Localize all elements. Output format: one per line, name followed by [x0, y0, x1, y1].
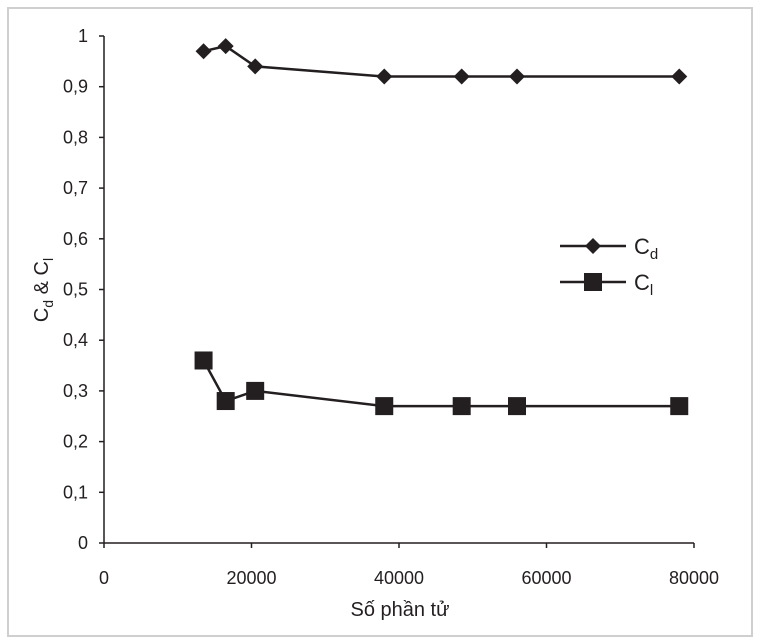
series-cd-line	[203, 44, 680, 78]
x-tick-label: 80000	[669, 568, 719, 588]
series-layer	[194, 38, 689, 416]
data-point-cl	[452, 397, 471, 416]
y-axis-title-amp-c: & C	[31, 261, 53, 300]
legend-label-cd: Cd	[634, 234, 658, 263]
x-tick-label: 0	[99, 568, 109, 588]
y-tick-label: 0	[78, 533, 88, 553]
series-cl-line	[202, 359, 680, 408]
x-tick-label: 20000	[226, 568, 276, 588]
axes: 0 0,1 0,2 0,3 0,4 0,5 0,6 0,7 0,8 0,9 1 0 20000 40000…	[63, 26, 719, 588]
y-axis-title-sub-l: l	[40, 258, 56, 261]
data-point-cl	[670, 397, 689, 416]
data-point-cl	[216, 392, 235, 411]
data-point-cl	[246, 381, 265, 400]
y-tick-label: 1	[78, 26, 88, 46]
data-point-cd	[509, 68, 525, 85]
legend-marker-cl	[584, 273, 602, 291]
data-point-cd	[376, 68, 393, 85]
data-point-cd	[217, 38, 234, 55]
y-tick-label: 0,4	[63, 330, 88, 350]
legend-item-cd: Cd	[560, 234, 658, 263]
x-tick-label: 60000	[521, 568, 571, 588]
legend-marker-cd	[585, 238, 601, 254]
legend-item-cl: Cl	[560, 270, 653, 299]
y-tick-label: 0,3	[63, 381, 88, 401]
series-cl	[194, 351, 689, 416]
y-axis-title-c1: C	[31, 308, 53, 322]
y-tick-label: 0,2	[63, 432, 88, 452]
y-axis-title: Cd & Cl	[31, 258, 56, 322]
y-tick-label: 0,7	[63, 178, 88, 198]
legend-label-cl: Cl	[634, 270, 653, 299]
y-axis-title-sub-d: d	[40, 300, 56, 308]
data-point-cl	[375, 397, 394, 416]
data-point-cl	[194, 351, 213, 370]
series-cd	[195, 38, 688, 85]
data-point-cd	[453, 68, 470, 85]
data-point-cl	[508, 397, 526, 416]
data-point-cd	[671, 68, 688, 85]
y-tick-label: 0,9	[63, 77, 88, 97]
chart-frame	[7, 7, 753, 637]
y-tick-label: 0,5	[63, 280, 88, 300]
data-point-cd	[195, 43, 212, 60]
legend: Cd Cl	[560, 234, 658, 299]
x-tick-label: 40000	[374, 568, 424, 588]
y-tick-label: 0,1	[63, 482, 88, 502]
x-axis-title: Số phần tử	[350, 599, 449, 621]
y-tick-label: 0,8	[63, 127, 88, 147]
data-point-cd	[247, 58, 264, 75]
y-tick-label: 0,6	[63, 229, 88, 249]
